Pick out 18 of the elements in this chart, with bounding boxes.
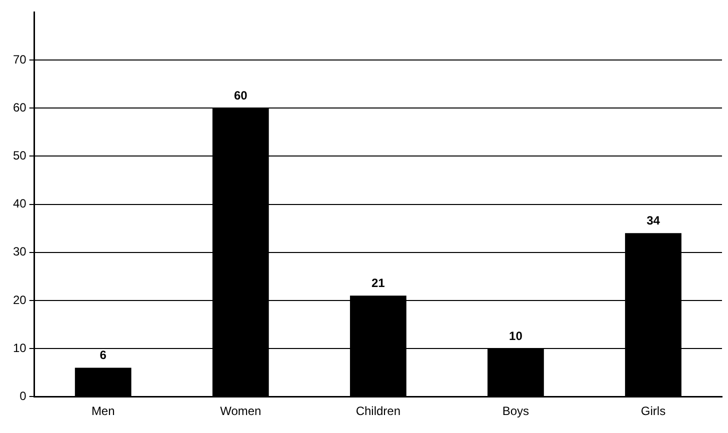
data-label: 10 <box>509 328 523 343</box>
x-tick-label: Women <box>220 404 262 418</box>
x-tick-label: Children <box>356 404 401 418</box>
y-tick-label: 10 <box>12 340 27 355</box>
x-tick-label: Men <box>91 404 115 418</box>
y-tick-label: 0 <box>20 388 27 403</box>
x-tick-label: Girls <box>640 404 666 418</box>
y-tick-label: 60 <box>12 100 27 114</box>
data-label: 6 <box>100 348 107 362</box>
y-tick-label: 40 <box>12 196 27 211</box>
x-tick-label: Boys <box>502 404 530 418</box>
data-label: 60 <box>234 88 248 102</box>
y-tick-label: 20 <box>12 292 27 307</box>
data-label: 21 <box>371 276 386 290</box>
y-tick-label: 70 <box>12 52 27 66</box>
y-tick-label: 30 <box>12 244 27 259</box>
y-tick-label: 50 <box>12 148 27 163</box>
data-label: 34 <box>646 213 660 228</box>
